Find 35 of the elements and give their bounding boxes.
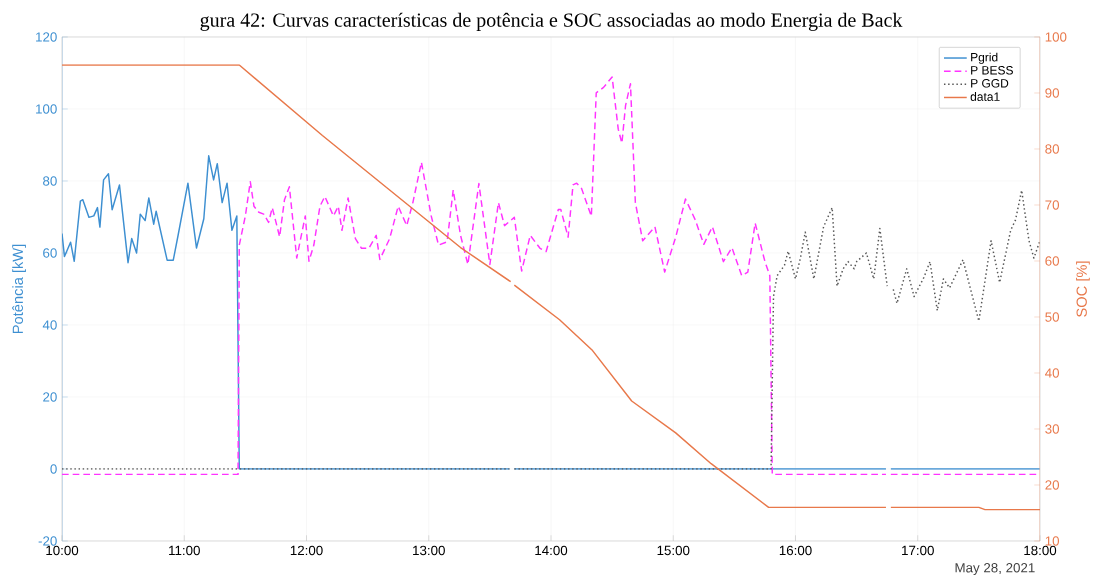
x-tick-label: 16:00 xyxy=(779,545,812,556)
legend-label: P BESS xyxy=(971,66,1013,75)
y2-tick-label: 100 xyxy=(1045,32,1067,42)
y-tick-label: 40 xyxy=(42,320,57,330)
y2-tick-label: 10 xyxy=(1045,536,1060,546)
legend-label: Pgrid xyxy=(971,52,998,64)
y2-tick-label: 80 xyxy=(1045,144,1060,154)
y2-tick-label: 70 xyxy=(1045,200,1060,210)
chart-title: gura 42: Curvas características de potência e SOC associadas ao modo Energia de Back xyxy=(200,12,903,31)
y2-axis-title: SOC [%] xyxy=(1076,261,1090,317)
x-tick-label: 12:00 xyxy=(290,545,323,556)
y-tick-label: 0 xyxy=(50,464,57,474)
y2-tick-label: 50 xyxy=(1045,312,1060,322)
y2-tick-label: 40 xyxy=(1045,368,1060,378)
text: May 28, 2021 xyxy=(955,563,1035,576)
legend-label: P GGD xyxy=(971,79,1009,88)
y-tick-label: 120 xyxy=(36,32,57,42)
y-tick-label: 100 xyxy=(36,104,57,114)
y-axis-title: Potência [kW] xyxy=(12,244,26,334)
y-tick-label: 80 xyxy=(43,176,57,186)
y-tick-label: -20 xyxy=(38,536,57,546)
x-tick-label: 10:00 xyxy=(46,545,79,556)
y2-tick-label: 30 xyxy=(1045,424,1060,434)
y2-tick-label: 20 xyxy=(1045,480,1060,490)
x-tick-label: 15:00 xyxy=(657,545,690,556)
y-tick-label: 20 xyxy=(43,392,57,402)
x-tick-label: 13:00 xyxy=(413,545,445,556)
y2-tick-label: 90 xyxy=(1045,88,1060,98)
legend-label: data1 xyxy=(970,92,1000,101)
y-tick-label: 60 xyxy=(43,248,57,258)
x-tick-label: 17:00 xyxy=(902,545,934,556)
x-tick-label: 14:00 xyxy=(535,545,568,556)
x-tick-label: 11:00 xyxy=(169,545,200,556)
x-tick-label: 18:00 xyxy=(1024,545,1057,556)
y2-tick-label: 60 xyxy=(1045,256,1060,266)
